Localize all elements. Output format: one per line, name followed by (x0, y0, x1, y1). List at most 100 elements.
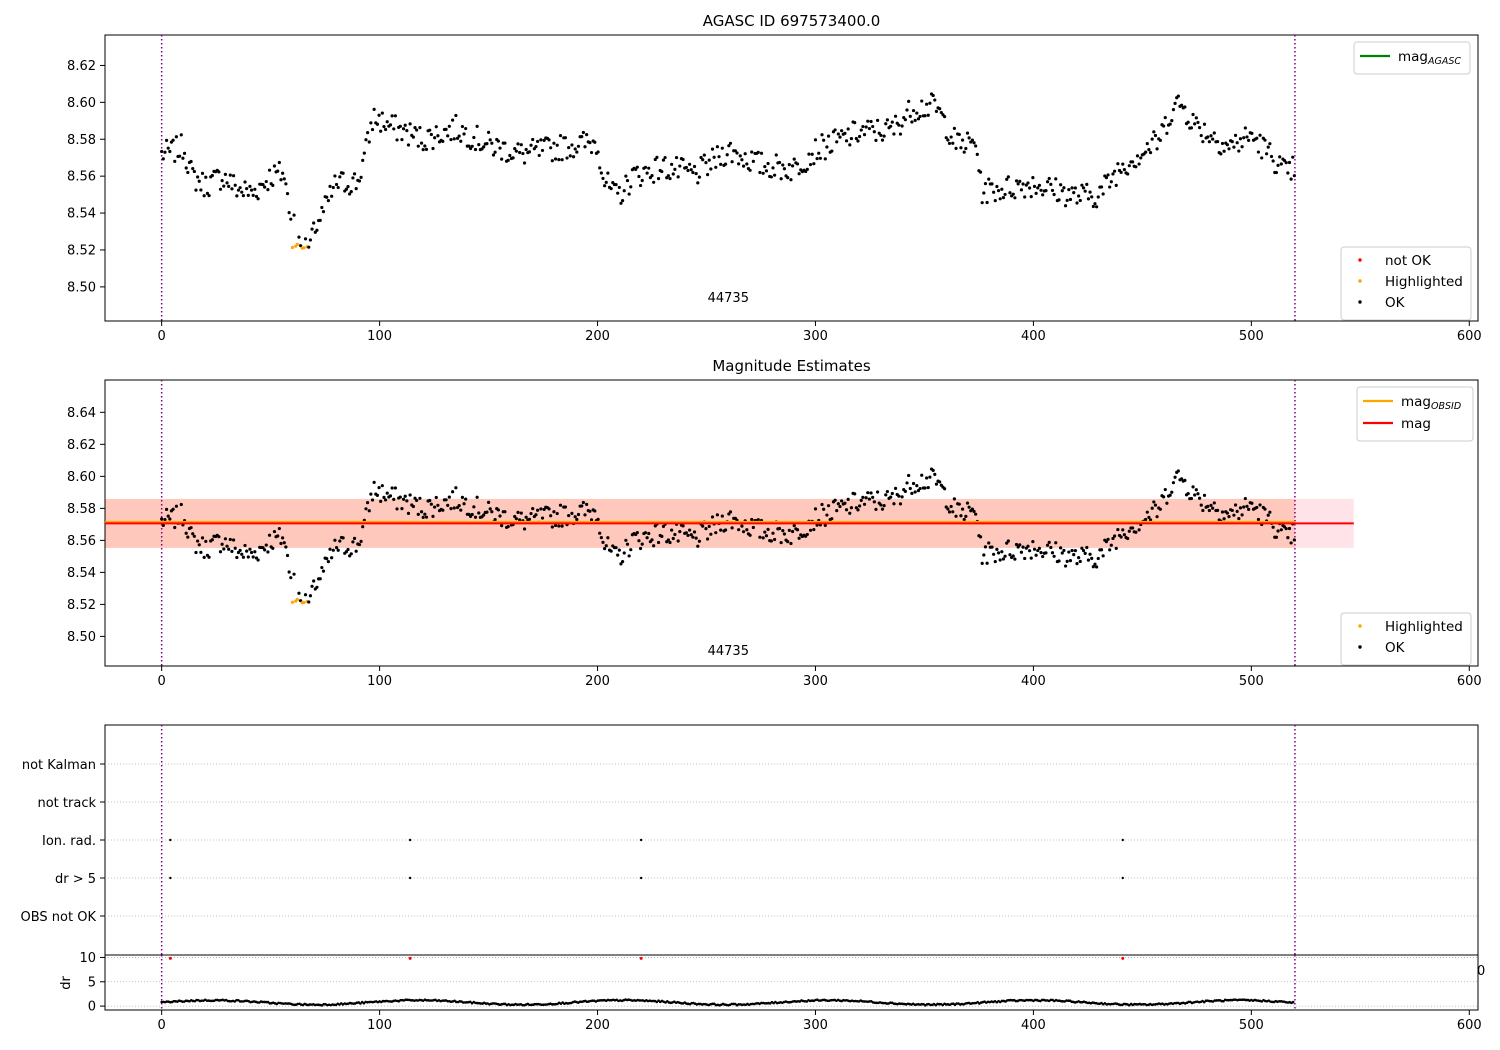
ok-point (1095, 565, 1099, 569)
ok-point (401, 127, 406, 131)
ok-point (166, 146, 170, 150)
ok-point (1263, 507, 1267, 511)
ok-point (395, 138, 399, 142)
legend-label: mag (1401, 394, 1431, 410)
ok-point (1122, 167, 1126, 172)
ok-point (493, 518, 497, 522)
ok-point (1027, 549, 1032, 553)
ok-point (614, 182, 618, 187)
ok-point (931, 93, 935, 98)
ok-point (1207, 140, 1211, 144)
ok-point (983, 545, 988, 549)
ok-point (946, 507, 950, 511)
ok-point (823, 523, 827, 527)
ok-point (1276, 529, 1280, 533)
ok-point (1289, 541, 1293, 545)
ok-point (1165, 131, 1169, 135)
ok-point (408, 493, 412, 497)
ok-point (173, 159, 177, 163)
ok-point (1201, 140, 1205, 144)
ok-point (684, 165, 688, 170)
ok-point (341, 536, 345, 540)
ok-point (571, 155, 576, 159)
ok-point (1021, 545, 1025, 549)
ok-point (1158, 138, 1162, 142)
ok-point (668, 176, 672, 181)
ok-point (1109, 180, 1113, 184)
flag-point (639, 876, 643, 880)
ok-point (627, 192, 631, 196)
ok-point (893, 486, 898, 490)
ok-point (451, 490, 455, 494)
ok-point (421, 515, 425, 519)
ok-point (1121, 528, 1125, 532)
ok-point (222, 547, 226, 551)
ok-point (303, 237, 308, 241)
ok-point (957, 502, 961, 506)
ok-point (996, 551, 1001, 555)
ok-point (1047, 540, 1051, 544)
x-tick-label: 200 (585, 1018, 610, 1033)
ok-point (536, 508, 540, 512)
ok-point (859, 498, 863, 502)
ok-point (506, 525, 510, 529)
ok-point (202, 555, 206, 559)
ok-point (1050, 551, 1055, 555)
ok-point (947, 510, 952, 514)
ok-point (846, 497, 850, 502)
ok-point (853, 492, 857, 496)
ok-point (1114, 183, 1118, 187)
ok-point (773, 537, 777, 542)
ok-point (643, 531, 648, 535)
ok-point (408, 122, 412, 126)
ok-point (1237, 149, 1241, 153)
ok-point (549, 146, 553, 150)
ok-point (220, 542, 224, 546)
ok-point (1062, 186, 1066, 190)
ok-point (830, 517, 834, 521)
ok-point (1101, 554, 1105, 558)
ok-point (1000, 550, 1004, 554)
ok-point (583, 513, 587, 517)
ok-point (707, 524, 711, 529)
ok-point (303, 593, 308, 597)
ok-point (689, 533, 693, 537)
ok-point (281, 536, 285, 540)
legend-label: OK (1385, 295, 1406, 311)
ok-point (415, 498, 419, 502)
x-tick-label: 100 (367, 329, 392, 344)
ok-point (815, 156, 819, 161)
ok-point (588, 509, 592, 513)
ok-point (715, 145, 720, 149)
ok-point (199, 188, 203, 192)
dr-axes (104, 954, 1479, 1011)
ok-point (233, 183, 237, 187)
ok-point (619, 562, 623, 566)
ok-point (790, 529, 795, 534)
ok-point (379, 129, 383, 133)
x-tick-label: 300 (803, 1018, 828, 1033)
ok-point (287, 211, 291, 215)
ok-point (638, 546, 643, 551)
ok-point (1163, 115, 1167, 120)
ok-point (835, 140, 839, 144)
ok-point (1152, 130, 1156, 134)
x-tick-label: 0 (158, 1018, 166, 1033)
ok-point (911, 481, 916, 486)
ok-point (540, 148, 545, 153)
ok-point (1233, 133, 1238, 137)
ok-point (634, 167, 638, 171)
ok-point (1243, 496, 1247, 501)
ok-point (882, 134, 886, 138)
ok-point (452, 506, 456, 510)
ok-point (1186, 120, 1190, 124)
ok-point (231, 174, 236, 178)
ok-point (674, 155, 679, 160)
legend-label: Highlighted (1385, 274, 1463, 290)
ok-point (1108, 185, 1112, 189)
ok-point (522, 161, 527, 165)
ok-point (1134, 165, 1138, 169)
ok-point (236, 188, 241, 192)
ok-point (521, 151, 525, 156)
ok-point (539, 138, 543, 142)
